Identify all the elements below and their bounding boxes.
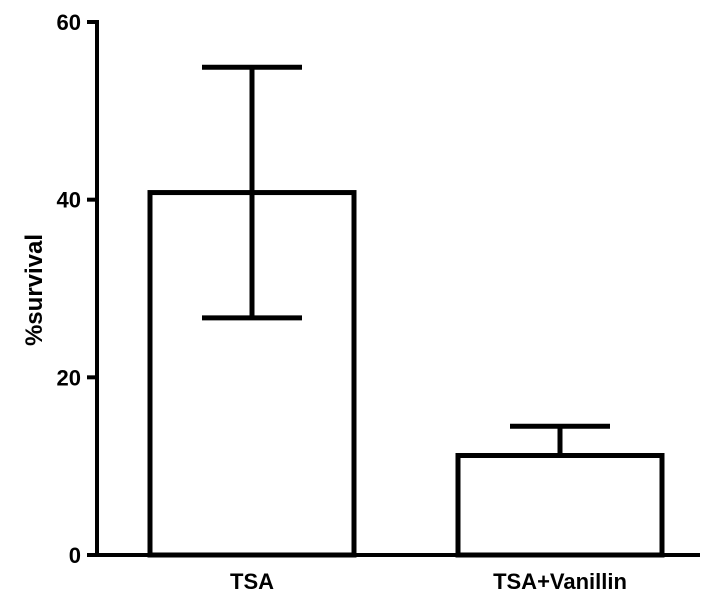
y-tick-label: 60 — [57, 10, 81, 35]
y-tick-label: 40 — [57, 188, 81, 213]
y-tick-label: 0 — [69, 543, 81, 568]
bar-tsa-vanillin — [455, 453, 665, 558]
y-axis-title: %survival — [21, 234, 48, 346]
x-tick-label: TSA — [230, 569, 274, 594]
x-tick-label: TSA+Vanillin — [493, 569, 627, 594]
y-tick-label: 20 — [57, 365, 81, 390]
